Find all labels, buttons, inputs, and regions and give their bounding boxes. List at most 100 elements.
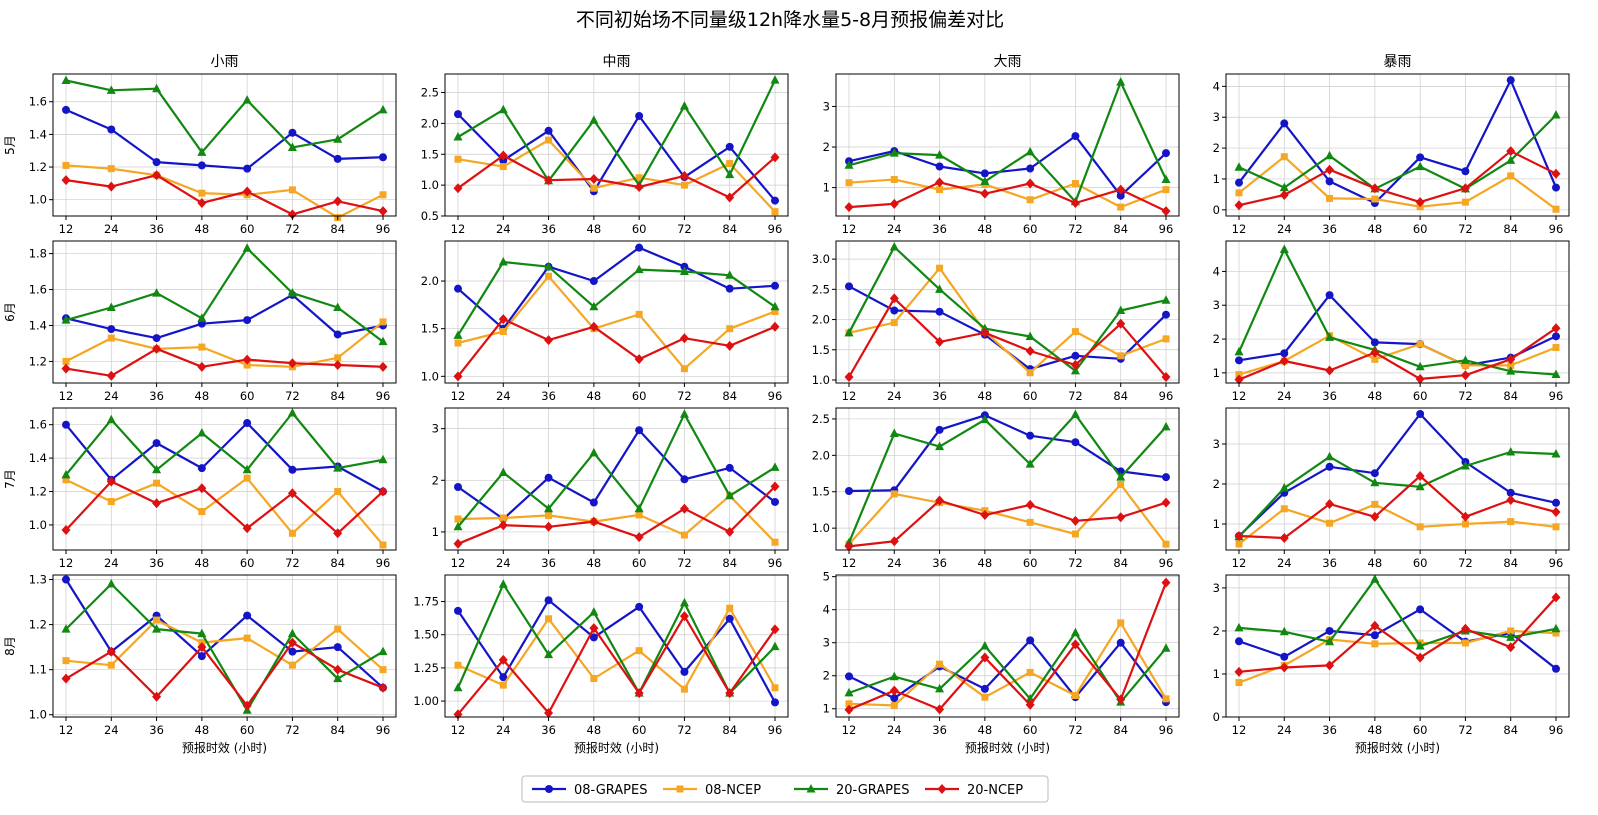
y-tick-label: 3 bbox=[1213, 437, 1220, 451]
data-point-08-GRAPES bbox=[197, 652, 206, 661]
data-point-20-NCEP bbox=[1460, 623, 1470, 634]
data-point-08-NCEP bbox=[107, 661, 115, 669]
data-point-08-GRAPES bbox=[197, 464, 206, 473]
data-point-20-GRAPES bbox=[1551, 449, 1561, 458]
data-point-08-NCEP bbox=[845, 179, 853, 187]
data-point-08-GRAPES bbox=[635, 602, 644, 611]
data-point-08-GRAPES bbox=[499, 673, 508, 682]
y-tick-label: 1.6 bbox=[29, 418, 47, 432]
data-point-08-NCEP bbox=[62, 657, 70, 665]
x-tick-label: 36 bbox=[932, 556, 947, 570]
axes-frame bbox=[52, 407, 397, 551]
data-point-08-NCEP bbox=[288, 529, 296, 537]
x-tick-label: 96 bbox=[376, 556, 391, 570]
data-point-20-NCEP bbox=[844, 704, 854, 715]
data-point-08-NCEP bbox=[1552, 629, 1560, 637]
x-tick-label: 84 bbox=[330, 222, 345, 236]
y-tick-label: 4 bbox=[1213, 79, 1220, 93]
series-line-20-NCEP bbox=[457, 318, 776, 377]
data-point-08-NCEP bbox=[635, 310, 643, 318]
axes-frame bbox=[835, 407, 1180, 551]
series-line-08-NCEP bbox=[457, 607, 776, 691]
x-tick-label: 84 bbox=[722, 556, 737, 570]
x-axis-label: 预报时效 (小时) bbox=[182, 740, 267, 755]
series-line-20-GRAPES bbox=[1238, 114, 1557, 190]
data-point-08-NCEP bbox=[1461, 198, 1469, 206]
data-point-08-NCEP bbox=[726, 604, 734, 612]
data-point-08-GRAPES bbox=[243, 419, 252, 428]
data-point-08-NCEP bbox=[454, 339, 462, 347]
series-line-08-NCEP bbox=[848, 483, 1167, 545]
y-tick-label: 1.0 bbox=[29, 708, 47, 722]
data-point-20-NCEP bbox=[634, 532, 644, 543]
x-tick-label: 84 bbox=[722, 723, 737, 737]
data-point-08-NCEP bbox=[379, 191, 387, 199]
series-line-08-NCEP bbox=[1238, 334, 1557, 376]
data-point-08-GRAPES bbox=[771, 698, 779, 707]
data-point-20-NCEP bbox=[844, 202, 854, 213]
data-point-20-NCEP bbox=[106, 476, 116, 487]
series-line-08-NCEP bbox=[65, 164, 384, 219]
series-line-08-GRAPES bbox=[1238, 412, 1557, 537]
data-point-20-NCEP bbox=[287, 209, 297, 220]
y-tick-label: 1 bbox=[1213, 172, 1220, 186]
data-point-08-NCEP bbox=[981, 693, 989, 701]
x-tick-label: 24 bbox=[1277, 389, 1292, 403]
y-tick-label: 2.0 bbox=[812, 448, 830, 462]
data-point-08-GRAPES bbox=[589, 277, 598, 286]
data-point-08-NCEP bbox=[1461, 520, 1469, 528]
y-tick-label: 1.0 bbox=[812, 373, 830, 387]
x-tick-label: 12 bbox=[1232, 222, 1247, 236]
series-line-20-GRAPES bbox=[457, 79, 776, 187]
x-tick-label: 12 bbox=[1232, 556, 1247, 570]
axes-frame bbox=[1225, 240, 1570, 384]
x-tick-label: 12 bbox=[842, 222, 857, 236]
y-tick-label: 2 bbox=[823, 140, 830, 154]
y-tick-label: 1.2 bbox=[29, 354, 47, 368]
data-point-08-NCEP bbox=[1235, 540, 1243, 548]
data-point-20-NCEP bbox=[333, 196, 343, 207]
x-tick-label: 24 bbox=[496, 556, 511, 570]
y-tick-label: 1.1 bbox=[29, 663, 47, 677]
data-point-20-NCEP bbox=[1025, 178, 1035, 189]
data-point-08-GRAPES bbox=[1116, 191, 1125, 200]
x-tick-label: 24 bbox=[496, 723, 511, 737]
data-point-08-NCEP bbox=[1371, 195, 1379, 203]
x-tick-label: 60 bbox=[1413, 723, 1428, 737]
x-tick-label: 36 bbox=[1322, 389, 1337, 403]
data-point-08-NCEP bbox=[1371, 500, 1379, 508]
x-tick-label: 48 bbox=[978, 222, 993, 236]
data-point-20-NCEP bbox=[61, 175, 71, 186]
data-point-20-NCEP bbox=[333, 528, 343, 539]
data-point-20-GRAPES bbox=[889, 242, 899, 251]
data-point-08-NCEP bbox=[845, 700, 853, 708]
data-point-08-NCEP bbox=[590, 184, 598, 192]
data-point-20-GRAPES bbox=[1279, 626, 1289, 636]
data-point-08-GRAPES bbox=[333, 330, 342, 339]
data-point-20-GRAPES bbox=[725, 270, 735, 279]
x-tick-label: 96 bbox=[376, 222, 391, 236]
data-point-08-NCEP bbox=[1507, 518, 1515, 526]
row-label: 7月 bbox=[3, 469, 17, 489]
series-line-20-NCEP bbox=[1238, 596, 1557, 673]
data-point-08-GRAPES bbox=[1370, 338, 1379, 347]
data-point-20-GRAPES bbox=[333, 673, 343, 683]
data-point-08-NCEP bbox=[680, 685, 688, 693]
series-line-20-NCEP bbox=[65, 174, 384, 216]
y-tick-label: 1.5 bbox=[812, 343, 830, 357]
data-point-20-GRAPES bbox=[980, 176, 990, 186]
data-point-20-NCEP bbox=[61, 524, 71, 535]
series-line-08-GRAPES bbox=[65, 578, 384, 689]
y-tick-label: 3 bbox=[823, 636, 830, 650]
data-point-08-NCEP bbox=[1371, 640, 1379, 648]
data-point-20-NCEP bbox=[152, 170, 162, 181]
data-point-20-NCEP bbox=[589, 173, 599, 184]
legend-marker bbox=[806, 784, 816, 793]
data-point-08-NCEP bbox=[1326, 194, 1334, 202]
x-tick-label: 96 bbox=[1159, 222, 1174, 236]
data-point-20-GRAPES bbox=[333, 134, 343, 143]
x-tick-label: 72 bbox=[1458, 556, 1473, 570]
x-tick-label: 12 bbox=[1232, 389, 1247, 403]
data-point-20-GRAPES bbox=[197, 628, 207, 638]
